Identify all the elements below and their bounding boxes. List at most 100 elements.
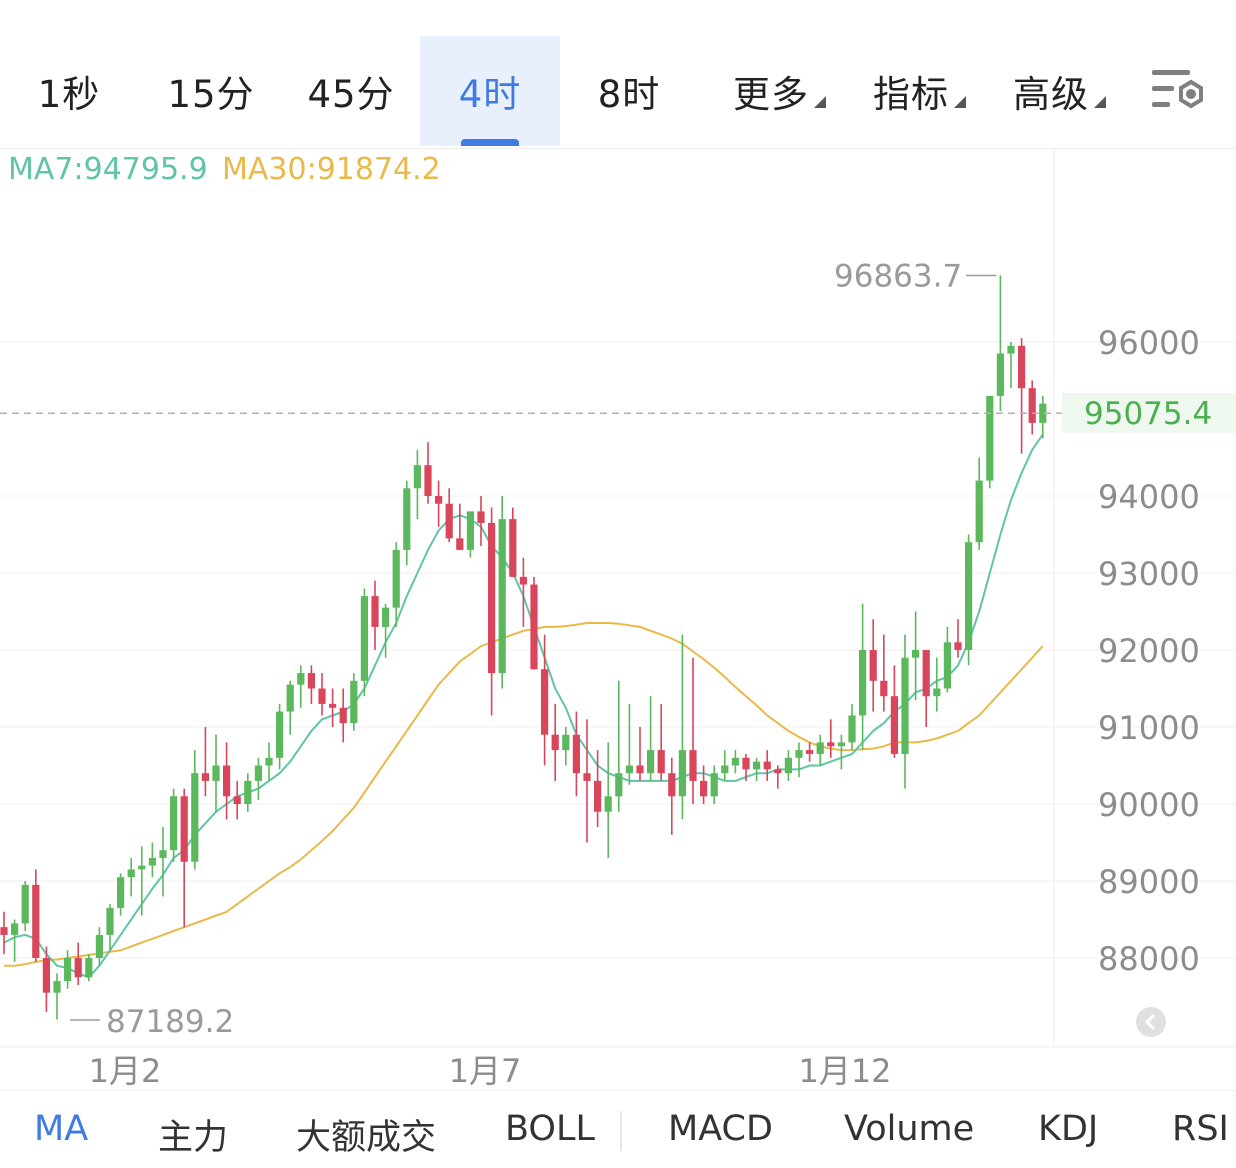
time-tick-label: 1月7 bbox=[449, 1052, 522, 1089]
candle bbox=[477, 496, 485, 547]
indicator-tab-main-force[interactable]: 主力 bbox=[158, 1118, 229, 1158]
candle bbox=[731, 750, 739, 774]
candle bbox=[74, 942, 82, 985]
tab-45m[interactable]: 45分 bbox=[288, 36, 414, 146]
tab-label: 45分 bbox=[307, 73, 395, 116]
candle bbox=[1018, 338, 1026, 454]
tab-1s[interactable]: 1秒 bbox=[14, 36, 124, 146]
candle-body bbox=[117, 877, 125, 908]
candle bbox=[742, 753, 750, 781]
candle-body bbox=[466, 511, 474, 550]
candle bbox=[541, 634, 549, 766]
candle bbox=[138, 846, 146, 916]
indicator-tab-boll[interactable]: BOLL bbox=[505, 1109, 595, 1149]
candle-body bbox=[615, 773, 623, 797]
candle-body bbox=[678, 750, 686, 797]
candle-body bbox=[509, 519, 517, 577]
candle-body bbox=[11, 923, 19, 935]
candle-body bbox=[1028, 388, 1036, 423]
candle-body bbox=[445, 503, 453, 539]
chart-settings-icon[interactable] bbox=[1148, 64, 1210, 120]
tab-label: 指标 bbox=[873, 73, 949, 116]
candle-body bbox=[339, 707, 347, 724]
candle bbox=[223, 742, 231, 820]
candle bbox=[392, 542, 400, 627]
candle bbox=[488, 507, 496, 716]
candle-body bbox=[710, 773, 718, 797]
tab-15m[interactable]: 15分 bbox=[148, 36, 274, 146]
candle-body bbox=[551, 734, 559, 751]
candle bbox=[159, 827, 167, 897]
candle-body bbox=[435, 496, 443, 504]
candle-body bbox=[223, 765, 231, 797]
candle-body bbox=[954, 642, 962, 650]
candle-body bbox=[244, 780, 252, 804]
candle-body bbox=[859, 650, 867, 716]
candle bbox=[276, 703, 284, 770]
indicator-tab-kdj[interactable]: KDJ bbox=[1038, 1109, 1099, 1149]
time-tick-label: 1月12 bbox=[798, 1052, 891, 1089]
price-tick-label: 96000 bbox=[1098, 324, 1200, 362]
indicator-tab-rsi[interactable]: RSI bbox=[1172, 1109, 1229, 1149]
candle bbox=[975, 457, 983, 550]
candle bbox=[763, 750, 771, 781]
candle bbox=[0, 911, 8, 955]
indicator-tab-macd[interactable]: MACD bbox=[668, 1109, 773, 1149]
tab-8h[interactable]: 8时 bbox=[576, 36, 682, 146]
scroll-left-button[interactable] bbox=[1136, 1007, 1166, 1037]
candle-body bbox=[85, 958, 93, 978]
candle-body bbox=[127, 869, 135, 878]
low-price-label: 87189.2 bbox=[106, 1004, 234, 1040]
candle bbox=[191, 750, 199, 870]
candle bbox=[466, 511, 474, 558]
candle-body bbox=[636, 765, 644, 774]
dropdown-triangle-icon bbox=[954, 96, 966, 108]
candle bbox=[795, 742, 803, 778]
ma30-line bbox=[4, 622, 1044, 967]
indicator-tab-large-trades[interactable]: 大额成交 bbox=[296, 1118, 437, 1158]
price-tick-label: 90000 bbox=[1098, 786, 1200, 824]
indicator-tab-ma[interactable]: MA bbox=[34, 1109, 89, 1149]
candle-body bbox=[806, 750, 814, 754]
timeframe-bar: 1秒 15分 45分 4时 8时 更多 指标 高级 bbox=[0, 0, 1236, 148]
candlestick-chart[interactable]: MA7:94795.9 MA30:91874.2 96000 94000 93000… bbox=[0, 149, 1236, 1090]
candle bbox=[943, 626, 951, 693]
tab-4h[interactable]: 4时 bbox=[420, 36, 560, 146]
candle-body bbox=[403, 488, 411, 550]
candle bbox=[753, 757, 761, 781]
indicator-tab-volume[interactable]: Volume bbox=[844, 1109, 975, 1149]
candle-body bbox=[837, 742, 845, 747]
candle-body bbox=[392, 549, 400, 608]
candle-body bbox=[424, 465, 432, 496]
tab-advanced[interactable]: 高级 bbox=[1002, 36, 1106, 146]
candle bbox=[509, 507, 517, 577]
current-price-label: 95075.4 bbox=[1084, 396, 1212, 432]
candle-body bbox=[0, 927, 8, 935]
candle-body bbox=[572, 734, 580, 774]
candle bbox=[721, 750, 729, 781]
candle-body bbox=[413, 465, 421, 489]
candle bbox=[297, 665, 305, 708]
candle bbox=[413, 449, 421, 520]
candle-body bbox=[562, 734, 570, 751]
candle bbox=[827, 719, 835, 758]
candle bbox=[774, 765, 782, 789]
tab-indicators[interactable]: 指标 bbox=[862, 36, 966, 146]
candle-body bbox=[233, 796, 241, 804]
candle-body bbox=[95, 934, 103, 958]
ma7-line bbox=[3, 433, 1044, 979]
candle bbox=[21, 881, 29, 932]
candle-body bbox=[753, 761, 761, 770]
candle bbox=[403, 480, 411, 566]
candle bbox=[689, 657, 697, 804]
chart-svg[interactable]: MA7:94795.9 MA30:91874.2 96000 94000 93000… bbox=[0, 149, 1236, 1090]
high-price-label: 96863.7 bbox=[834, 258, 962, 294]
candle-body bbox=[625, 765, 633, 774]
ma30-path bbox=[4, 622, 1044, 967]
price-axis: 96000 94000 93000 92000 91000 90000 89000 88000 bbox=[1098, 324, 1200, 978]
candle bbox=[1028, 380, 1036, 435]
tab-more[interactable]: 更多 bbox=[722, 36, 826, 146]
candle bbox=[625, 703, 633, 785]
candle-body bbox=[74, 958, 82, 978]
candle-body bbox=[965, 542, 973, 650]
